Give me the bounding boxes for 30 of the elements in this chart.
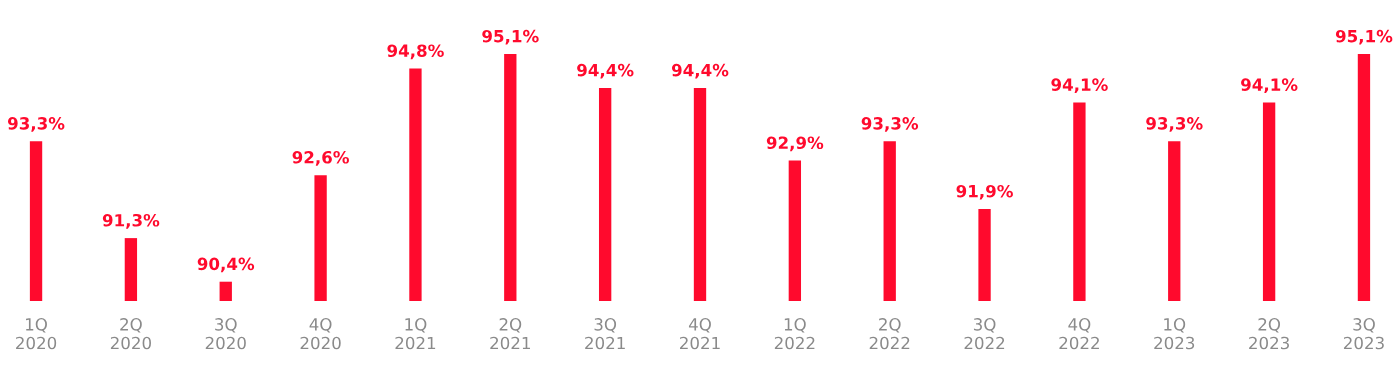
data-label: 95,1% [1335,29,1393,45]
data-label: 91,9% [956,184,1013,200]
x-tick-label: 2Q 2021 [490,318,530,350]
x-tick-label: 4Q 2022 [1059,318,1099,350]
x-tick-label: 1Q 2020 [16,318,57,350]
data-label: 94,4% [577,63,634,79]
x-tick-label: 3Q 2023 [1343,318,1384,350]
data-label: 91,3% [102,213,160,229]
data-label: 93,3% [1146,117,1203,132]
data-label: 92,9% [766,136,824,152]
data-label: 94,8% [387,44,444,60]
x-tick-label: 3Q 2020 [205,318,246,350]
data-label: 92,6% [292,150,349,166]
data-label: 94,1% [1241,78,1298,94]
x-tick-label: 1Q 2021 [395,318,436,350]
x-tick-label: 3Q 2021 [585,318,625,350]
data-label: 94,1% [1051,78,1108,94]
x-tick-label: 2Q 2022 [869,318,910,350]
data-label: 93,3% [861,117,919,132]
data-label: 93,3% [8,117,65,132]
data-label: 95,1% [482,29,539,45]
x-tick-label: 1Q 2022 [774,318,815,350]
data-label: 90,4% [197,257,255,273]
data-label: 94,4% [671,63,729,79]
x-tick-label: 4Q 2021 [680,318,720,350]
x-tick-label: 1Q 2023 [1154,318,1195,350]
x-tick-label: 3Q 2022 [964,318,1005,350]
x-tick-label: 2Q 2020 [110,318,151,350]
x-tick-label: 2Q 2023 [1249,318,1289,350]
x-tick-label: 4Q 2020 [300,318,341,350]
